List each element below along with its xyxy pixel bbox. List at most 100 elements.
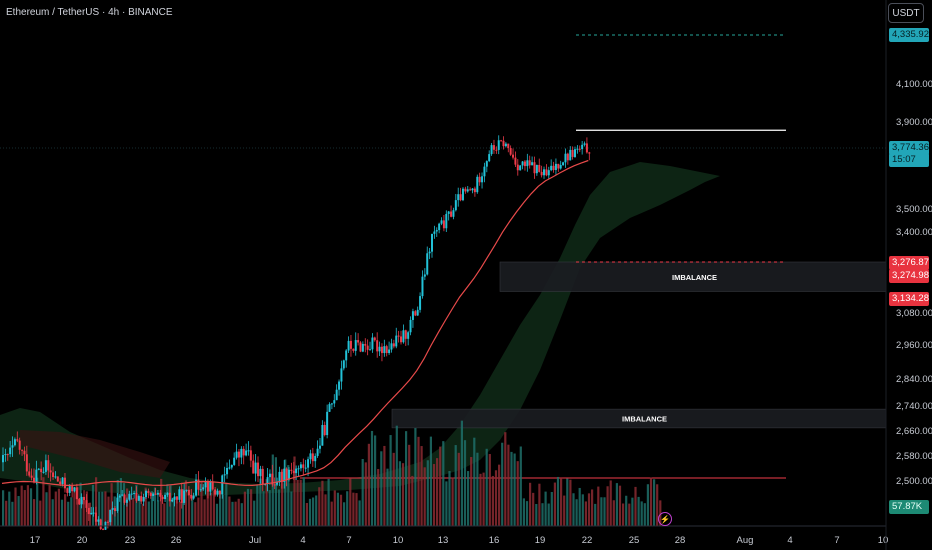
- candle-body: [109, 509, 112, 523]
- volume-bar: [380, 451, 383, 526]
- volume-bar: [491, 475, 494, 526]
- candle-body: [445, 213, 448, 229]
- candle-body: [554, 163, 557, 171]
- candle-body: [92, 512, 95, 514]
- candle-body: [32, 477, 35, 483]
- volume-bar: [200, 481, 203, 526]
- volume-bar: [107, 496, 110, 526]
- volume-bar: [504, 432, 507, 526]
- volume-bar: [457, 452, 460, 526]
- volume-bar: [448, 471, 451, 526]
- candle-body: [302, 464, 305, 468]
- candle-body: [83, 496, 86, 501]
- x-tick-label: 10: [878, 535, 889, 546]
- volume-bar: [157, 500, 160, 526]
- candle-body: [242, 448, 245, 456]
- candle-body: [478, 176, 481, 183]
- volume-bar: [637, 496, 640, 526]
- candle-body: [516, 164, 519, 171]
- candle-body: [280, 471, 283, 482]
- volume-bar: [237, 498, 240, 526]
- currency-unit-button[interactable]: USDT: [888, 3, 924, 23]
- candle-body: [192, 495, 195, 499]
- candle-body: [111, 508, 114, 510]
- volume-bar: [308, 498, 312, 526]
- volume-bar: [544, 491, 547, 526]
- candle-body: [114, 508, 117, 512]
- volume-bar: [219, 491, 222, 526]
- volume-bar: [367, 443, 370, 526]
- candle-body: [233, 457, 236, 465]
- volume-bar: [355, 493, 358, 526]
- candle-body: [521, 161, 524, 166]
- volume-bar: [8, 491, 11, 526]
- volume-bar: [281, 468, 284, 526]
- candle-body: [49, 470, 52, 473]
- candle-body: [378, 346, 381, 352]
- x-tick-label: 17: [30, 535, 41, 546]
- candle-body: [347, 340, 350, 351]
- volume-bar: [95, 477, 98, 526]
- y-tick-label: 4,100.00: [896, 79, 932, 90]
- lightning-icon[interactable]: ⚡: [658, 512, 672, 526]
- candle-body: [123, 494, 126, 503]
- volume-bar: [175, 499, 178, 526]
- volume-bar: [352, 492, 355, 526]
- volume-bar: [417, 436, 420, 526]
- candle-body: [328, 404, 331, 412]
- volume-bar: [625, 495, 628, 526]
- x-tick-label: 7: [834, 535, 839, 546]
- volume-bar: [305, 503, 308, 526]
- candle-body: [240, 448, 243, 458]
- candle-body: [345, 350, 348, 361]
- candle-body: [42, 471, 45, 473]
- candle-body: [354, 340, 357, 351]
- candle-body: [40, 468, 43, 473]
- candle-body: [473, 188, 476, 193]
- x-tick-label: 20: [77, 535, 88, 546]
- volume-bar: [132, 497, 135, 526]
- volume-bar: [160, 478, 163, 526]
- volume-bar: [225, 483, 228, 526]
- candle-body: [395, 335, 398, 347]
- candle-body: [125, 499, 128, 503]
- candle-body: [216, 490, 219, 495]
- candle-body: [364, 343, 367, 346]
- volume-bar: [265, 479, 268, 526]
- x-tick-label: 23: [125, 535, 136, 546]
- volume-bar: [5, 500, 8, 526]
- x-tick-label: 19: [535, 535, 546, 546]
- candle-body: [502, 140, 505, 147]
- candle-body: [571, 149, 574, 157]
- volume-bar: [463, 440, 467, 526]
- candle-body: [390, 343, 393, 350]
- volume-bar: [268, 490, 271, 526]
- candle-body: [30, 475, 33, 478]
- chart-title: Ethereum / TetherUS · 4h · BINANCE: [6, 7, 173, 18]
- volume-bar: [141, 503, 144, 526]
- volume-bar: [76, 487, 79, 526]
- candle-body: [185, 489, 188, 491]
- volume-bar: [17, 496, 20, 526]
- candle-body: [237, 451, 240, 458]
- volume-bar: [144, 487, 147, 526]
- volume-bar: [556, 476, 560, 526]
- cloud-area: [0, 162, 720, 496]
- candle-body: [252, 460, 255, 474]
- volume-bar: [575, 499, 578, 526]
- candle-body: [476, 176, 479, 193]
- volume-bar: [129, 494, 132, 526]
- candle-body: [149, 493, 152, 496]
- volume-bar: [618, 485, 622, 526]
- candle-body: [118, 495, 121, 498]
- candle-body: [230, 464, 233, 468]
- candle-body: [380, 346, 383, 354]
- candle-body: [99, 519, 102, 530]
- volume-bar: [488, 454, 491, 526]
- candle-body: [371, 337, 374, 350]
- candle-body: [531, 162, 534, 166]
- y-tick-label: 3,900.00: [896, 117, 932, 128]
- candle-body: [526, 160, 529, 167]
- candle-body: [183, 490, 186, 503]
